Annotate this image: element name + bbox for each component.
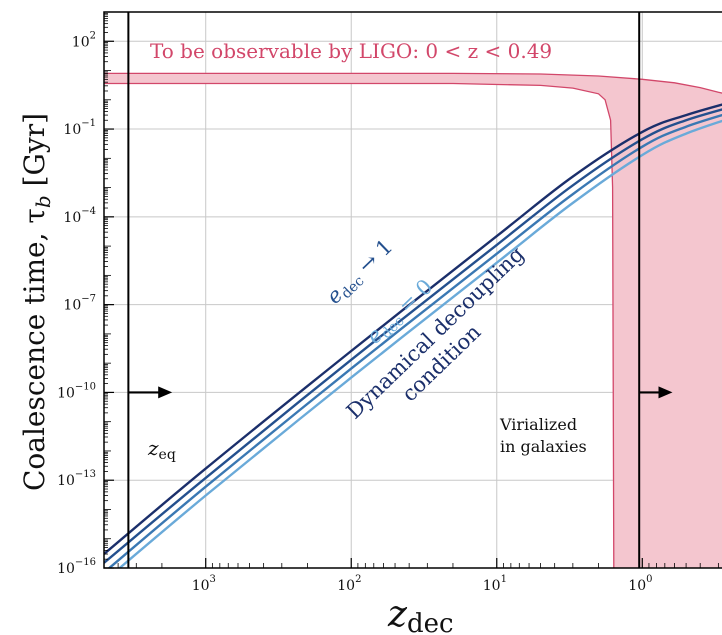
y-tick-label: 10−7 <box>63 294 96 314</box>
y-tick-label: 10−13 <box>57 469 96 489</box>
series-line-3 <box>117 119 722 568</box>
coalescence-curves <box>104 103 722 568</box>
ligo-region-lower-edge <box>104 82 615 568</box>
arrow-head-0 <box>158 386 173 399</box>
y-tick-label: 10−10 <box>57 381 96 401</box>
zeq-label: zeq <box>147 436 176 463</box>
x-axis-label: zdec <box>387 594 454 635</box>
y-tick-label: 10−16 <box>57 557 96 577</box>
series-line-1 <box>104 108 722 564</box>
axis-ticks: 102 10−1 10−4 10−7 10−10 10−13 10−16 103 102 101 1… <box>57 12 719 594</box>
x-tick-label: 103 <box>192 574 216 594</box>
reference-lines <box>127 12 641 568</box>
arrow-head-1 <box>658 386 673 399</box>
virialized-label: Virialized in galaxies <box>499 415 587 456</box>
x-tick-label: 102 <box>337 574 361 594</box>
y-tick-label: 10−1 <box>63 118 96 138</box>
edec-one-label: edec → 1 <box>322 234 400 310</box>
x-tick-label: 101 <box>483 574 507 594</box>
x-tick-label: 100 <box>628 574 652 594</box>
ligo-label: To be observable by LIGO: 0 < z < 0.49 <box>150 39 552 63</box>
y-axis-label: Coalescence time, τb [Gyr] <box>18 113 55 491</box>
series-line-2 <box>107 113 722 568</box>
arrow-markers <box>128 386 673 399</box>
plot-frame <box>103 11 722 569</box>
y-tick-label: 10−4 <box>63 206 96 226</box>
series-line-0 <box>104 103 722 555</box>
y-tick-label: 102 <box>72 30 96 50</box>
ligo-region-upper-edge <box>104 72 722 94</box>
